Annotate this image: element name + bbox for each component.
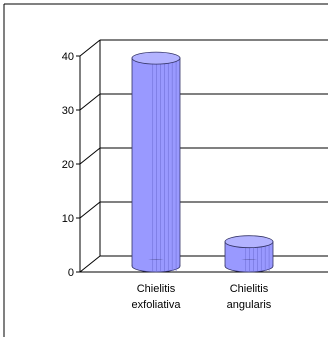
y-tick-label: 20 bbox=[62, 159, 74, 171]
y-tick-label: 10 bbox=[62, 213, 74, 225]
x-category-label: Chielitis bbox=[137, 283, 176, 295]
bar-base-cover bbox=[132, 260, 180, 266]
x-category-label: angularis bbox=[227, 299, 272, 311]
y-tick-label: 0 bbox=[68, 267, 74, 279]
y-tick-label: 40 bbox=[62, 51, 74, 63]
y-tick-labels: 0 10 20 30 40 bbox=[62, 51, 74, 279]
x-category-label: exfoliativa bbox=[132, 299, 182, 311]
gridline-depth-20 bbox=[79, 147, 101, 165]
x-category-labels: ChielitisexfoliativaChielitisangularisHe bbox=[132, 283, 272, 311]
gridline-depth-10 bbox=[79, 201, 101, 219]
bars bbox=[131, 51, 274, 273]
bar-1 bbox=[224, 235, 274, 273]
axes bbox=[76, 40, 328, 273]
bar-top bbox=[131, 51, 181, 65]
gridline-depth-40 bbox=[79, 39, 101, 57]
bar-base-cover bbox=[225, 260, 273, 266]
y-tick-label: 30 bbox=[62, 105, 74, 117]
bar-body bbox=[131, 57, 181, 267]
gridline-depth-30 bbox=[79, 93, 101, 111]
bar-0 bbox=[131, 51, 181, 273]
bar-top bbox=[224, 235, 274, 249]
gridlines bbox=[79, 39, 328, 273]
gridline-depth-0 bbox=[79, 255, 101, 273]
x-category-label: Chielitis bbox=[230, 283, 269, 295]
